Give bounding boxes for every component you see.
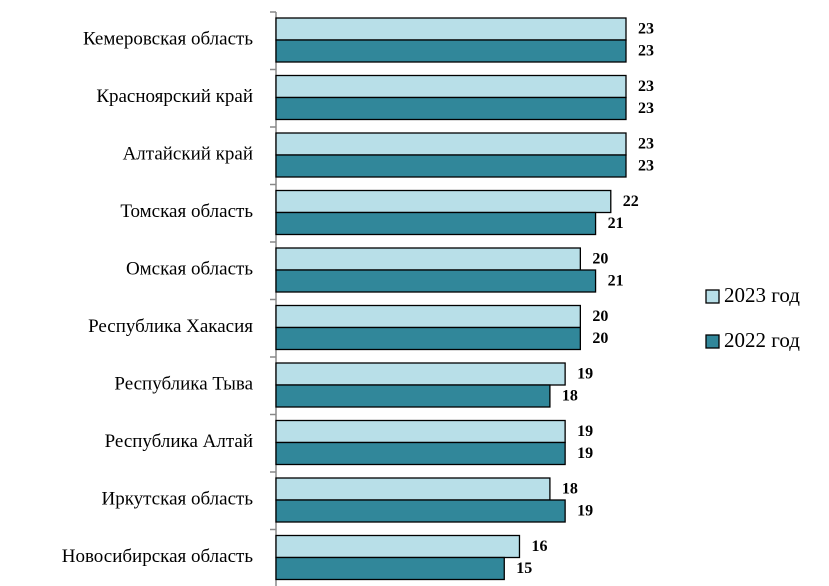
bar-2023	[275, 17, 627, 41]
category-label: Кемеровская область	[83, 28, 253, 49]
data-label: 20	[592, 251, 608, 268]
data-label: 20	[592, 330, 608, 347]
data-label: 19	[577, 366, 593, 383]
data-label: 16	[531, 538, 547, 555]
data-label: 22	[623, 193, 639, 210]
data-label: 23	[638, 43, 654, 60]
data-label: 21	[608, 273, 624, 290]
bar-2022	[275, 96, 627, 121]
axis-ticks	[270, 11, 276, 531]
legend-swatch	[705, 289, 720, 304]
data-label: 19	[577, 423, 593, 440]
data-label: 19	[577, 445, 593, 462]
category-label: Омская область	[126, 258, 253, 279]
bar-2022	[275, 499, 566, 523]
legend-label: 2022 год	[724, 328, 800, 352]
category-label: Новосибирская область	[62, 546, 254, 567]
data-label: 15	[516, 560, 532, 577]
category-label: Красноярский край	[96, 86, 253, 107]
bar-2023	[275, 247, 581, 271]
bars	[275, 17, 627, 581]
bar-2022	[275, 39, 627, 63]
legend: 2023 год 2022 год	[705, 283, 800, 352]
category-label: Иркутская область	[101, 488, 253, 509]
bar-2022	[275, 154, 627, 178]
legend-swatch	[705, 334, 720, 349]
category-label: Алтайский край	[123, 143, 253, 164]
category-label: Республика Алтай	[105, 431, 253, 452]
data-label: 23	[638, 158, 654, 175]
data-label: 21	[608, 215, 624, 232]
bar-2022	[275, 556, 505, 581]
legend-label: 2023 год	[724, 283, 800, 307]
bar-2023	[275, 132, 627, 156]
data-label: 20	[592, 308, 608, 325]
bar-2023	[275, 304, 581, 329]
bar-2023	[275, 362, 566, 386]
category-labels: Кемеровская область Красноярский край Алта…	[62, 28, 254, 567]
bar-2023	[275, 74, 627, 99]
bar-2022	[275, 326, 581, 351]
bar-2022	[275, 211, 597, 236]
data-label: 23	[638, 136, 654, 153]
category-label: Республика Хакасия	[88, 316, 253, 337]
bar-2023	[275, 419, 566, 444]
bar-2022	[275, 384, 551, 408]
bar-2023	[275, 189, 612, 214]
category-label: Республика Тыва	[114, 373, 253, 394]
bar-2023	[275, 477, 551, 501]
data-label: 19	[577, 503, 593, 520]
bar-2022	[275, 441, 566, 466]
data-label: 23	[638, 100, 654, 117]
bar-2022	[275, 269, 597, 293]
data-label: 23	[638, 21, 654, 38]
data-label: 18	[562, 481, 578, 498]
category-label: Томская область	[120, 201, 253, 222]
data-label: 18	[562, 388, 578, 405]
data-label: 23	[638, 78, 654, 95]
bar-2023	[275, 534, 521, 559]
